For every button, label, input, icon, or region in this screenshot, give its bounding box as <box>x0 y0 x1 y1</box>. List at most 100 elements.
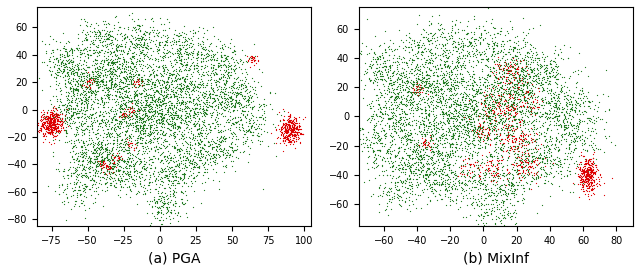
Point <box>553 98 563 102</box>
Point <box>492 182 502 186</box>
Point <box>442 188 452 193</box>
Point <box>370 57 380 61</box>
Point <box>419 139 429 144</box>
Point <box>479 94 489 98</box>
Point <box>586 174 596 179</box>
Point <box>480 145 490 149</box>
Point <box>415 171 425 176</box>
Point <box>218 42 228 47</box>
Point <box>468 94 478 98</box>
Point <box>189 133 200 138</box>
Point <box>545 75 555 80</box>
Point <box>536 76 547 80</box>
Point <box>125 117 135 122</box>
Point <box>405 169 415 174</box>
Point <box>513 163 524 167</box>
Point <box>73 43 83 47</box>
Point <box>510 143 520 148</box>
Point <box>506 72 516 76</box>
Point <box>604 134 614 138</box>
Point <box>499 188 509 192</box>
Point <box>478 187 488 191</box>
Point <box>580 147 590 152</box>
Point <box>116 115 127 120</box>
Point <box>101 172 111 177</box>
Point <box>117 102 127 107</box>
Point <box>578 178 588 182</box>
Point <box>452 98 462 102</box>
Point <box>580 157 590 161</box>
Point <box>278 125 288 130</box>
Point <box>140 30 150 34</box>
Point <box>570 103 580 107</box>
Point <box>80 145 90 149</box>
Point <box>141 105 151 110</box>
Point <box>193 165 203 169</box>
Point <box>478 137 488 141</box>
Point <box>438 103 449 107</box>
Point <box>221 118 232 122</box>
Point <box>143 104 154 108</box>
Point <box>379 156 389 160</box>
Point <box>477 160 488 164</box>
Point <box>551 104 561 108</box>
Point <box>291 130 301 134</box>
Point <box>573 109 584 113</box>
Point <box>165 151 175 155</box>
Point <box>413 42 424 47</box>
Point <box>139 81 149 85</box>
Point <box>521 64 531 69</box>
Point <box>116 103 126 108</box>
Point <box>358 95 369 100</box>
Point <box>43 130 53 134</box>
Point <box>454 109 464 114</box>
Point <box>493 187 504 191</box>
Point <box>248 98 259 103</box>
Point <box>98 88 108 92</box>
Point <box>532 111 542 116</box>
Point <box>582 177 593 182</box>
Point <box>105 32 115 37</box>
Point <box>586 178 596 182</box>
Point <box>47 112 57 116</box>
Point <box>525 67 535 72</box>
Point <box>356 141 367 146</box>
Point <box>426 56 436 60</box>
Point <box>583 116 593 120</box>
Point <box>228 69 239 73</box>
Point <box>508 95 518 99</box>
Point <box>84 133 94 137</box>
Point <box>284 131 294 136</box>
Point <box>483 135 493 139</box>
Point <box>492 58 502 63</box>
Point <box>127 113 137 118</box>
Point <box>157 50 168 54</box>
Point <box>136 113 147 117</box>
Point <box>408 58 418 63</box>
Point <box>237 70 248 75</box>
Point <box>380 111 390 115</box>
Point <box>579 168 589 172</box>
Point <box>519 96 529 100</box>
Point <box>127 85 137 89</box>
Point <box>407 189 417 193</box>
Point <box>202 108 212 113</box>
Point <box>440 187 450 191</box>
Point <box>436 197 447 201</box>
Point <box>144 117 154 121</box>
Point <box>431 169 442 173</box>
Point <box>356 126 367 130</box>
Point <box>511 146 522 150</box>
Point <box>287 136 298 141</box>
Point <box>78 154 88 158</box>
Point <box>276 113 286 118</box>
Point <box>502 150 513 154</box>
Point <box>87 81 97 85</box>
Point <box>118 101 128 105</box>
Point <box>131 123 141 128</box>
Point <box>472 218 482 222</box>
Point <box>370 136 380 141</box>
Point <box>177 107 188 112</box>
Point <box>170 146 180 150</box>
Point <box>455 107 465 111</box>
